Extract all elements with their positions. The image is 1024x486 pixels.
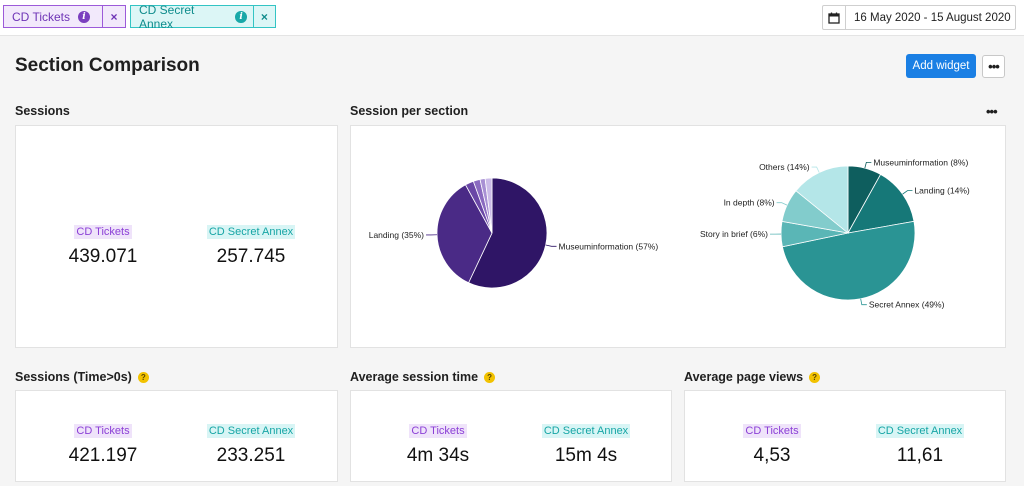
date-range-picker[interactable]: 16 May 2020 - 15 August 2020 <box>822 5 1016 30</box>
metric-value: 4,53 <box>753 445 791 466</box>
add-widget-button[interactable]: Add widget <box>906 54 976 78</box>
metric-label-cd-secret-annex: CD Secret Annex <box>206 225 296 239</box>
session-per-section-heading: Session per section <box>350 104 468 118</box>
pie-chart-cd-secret-annex: Museuminformation (8%) Landing (14%) Secre… <box>700 157 970 309</box>
metric-label-cd-secret-annex: CD Secret Annex <box>206 424 296 438</box>
pie-slice-label: Others (14%) <box>759 162 810 172</box>
metric-value: 421.197 <box>68 445 138 466</box>
pie-leader-line <box>860 298 867 306</box>
avg-page-views-annex-metric: CD Secret Annex 11,61 <box>845 421 995 467</box>
avg-page-views-heading: Average page views ? <box>684 370 821 384</box>
pie-leader-line <box>545 244 557 247</box>
sessions-time-tickets-metric: CD Tickets 421.197 <box>28 421 178 467</box>
pie-slice[interactable] <box>781 220 916 301</box>
avg-page-views-card: CD Tickets 4,53 CD Secret Annex 11,61 <box>684 390 1006 482</box>
pie-slice-label: In depth (8%) <box>724 198 775 208</box>
filter-chip-cd-secret-annex[interactable]: CD Secret Annex i × <box>130 3 276 31</box>
avg-session-time-card: CD Tickets 4m 34s CD Secret Annex 15m 4s <box>350 390 672 482</box>
pie-chart-cd-tickets: Museuminformation (57%) Landing (35%) <box>369 177 659 289</box>
page-title: Section Comparison <box>15 55 200 76</box>
metric-value: 15m 4s <box>554 445 618 466</box>
pie-slice[interactable] <box>436 184 493 284</box>
filter-bar: CD Tickets i × CD Secret Annex i × 16 Ma… <box>0 0 1024 36</box>
sessions-time-heading: Sessions (Time>0s) ? <box>15 370 149 384</box>
calendar-icon[interactable] <box>823 6 846 29</box>
pie-leader-line <box>811 166 820 173</box>
filter-chip-cd-secret-annex-label-area[interactable]: CD Secret Annex i <box>131 3 253 31</box>
metric-value: 11,61 <box>896 445 944 466</box>
pie-slice[interactable] <box>484 177 493 234</box>
info-icon[interactable]: i <box>78 10 91 23</box>
pie-slice-label: Story in brief (6%) <box>700 229 768 239</box>
session-per-section-card: Museuminformation (57%) Landing (35%) Muse… <box>350 125 1006 348</box>
avg-page-views-tickets-metric: CD Tickets 4,53 <box>697 421 847 467</box>
help-icon[interactable]: ? <box>484 371 496 383</box>
filter-chip-cd-tickets-label-area[interactable]: CD Tickets i <box>4 6 96 27</box>
pie-slice-label: Secret Annex (49%) <box>869 300 945 310</box>
pie-slice-label: Landing (14%) <box>914 186 969 196</box>
section-more-options-icon[interactable]: ••• <box>986 104 998 119</box>
metric-label-cd-secret-annex: CD Secret Annex <box>875 424 965 438</box>
sessions-card: CD Tickets 439.071 CD Secret Annex 257.7… <box>15 125 338 348</box>
avg-session-time-annex-metric: CD Secret Annex 15m 4s <box>511 421 661 467</box>
sessions-time-card: CD Tickets 421.197 CD Secret Annex 233.2… <box>15 390 338 482</box>
pie-leader-line <box>864 161 872 169</box>
metric-value: 439.071 <box>68 246 138 267</box>
help-icon[interactable]: ? <box>137 371 149 383</box>
pie-slice[interactable] <box>795 165 849 234</box>
remove-filter-cd-tickets-icon[interactable]: × <box>102 6 125 27</box>
info-icon[interactable]: i <box>235 10 247 23</box>
session-per-section-heading-text: Session per section <box>350 104 469 118</box>
metric-value: 257.745 <box>216 246 286 267</box>
avg-page-views-heading-text: Average page views <box>684 370 804 384</box>
filter-chip-label: CD Tickets <box>12 9 71 24</box>
avg-session-time-heading-text: Average session time <box>350 370 479 384</box>
remove-filter-cd-secret-annex-icon[interactable]: × <box>252 6 275 27</box>
filter-chip-label: CD Secret Annex <box>139 2 195 31</box>
sessions-tickets-metric: CD Tickets 439.071 <box>28 222 178 268</box>
help-icon[interactable]: ? <box>809 371 821 383</box>
avg-session-time-tickets-metric: CD Tickets 4m 34s <box>363 421 513 467</box>
sessions-heading: Sessions <box>15 104 70 118</box>
sessions-time-heading-text: Sessions (Time>0s) <box>15 370 132 384</box>
sessions-time-annex-metric: CD Secret Annex 233.251 <box>176 421 326 467</box>
pie-slice[interactable] <box>847 173 915 234</box>
pie-leader-line <box>902 190 913 195</box>
date-range-text: 16 May 2020 - 15 August 2020 <box>854 11 1011 24</box>
pie-slice-label: Museuminformation (8%) <box>873 157 968 167</box>
sessions-annex-metric: CD Secret Annex 257.745 <box>176 222 326 268</box>
filter-chip-cd-tickets[interactable]: CD Tickets i × <box>3 5 126 28</box>
more-options-button[interactable]: ••• <box>982 55 1005 78</box>
pie-slice-label: Landing (35%) <box>369 230 424 240</box>
pie-slice-label: Museuminformation (57%) <box>559 241 659 251</box>
metric-label-cd-tickets: CD Tickets <box>409 424 467 438</box>
metric-label-cd-tickets: CD Tickets <box>74 424 132 438</box>
metric-label-cd-tickets: CD Tickets <box>743 424 801 438</box>
sessions-heading-text: Sessions <box>15 104 70 118</box>
avg-session-time-heading: Average session time ? <box>350 370 496 384</box>
metric-value: 233.251 <box>216 445 286 466</box>
metric-value: 4m 34s <box>406 445 470 466</box>
pie-leader-line <box>776 202 788 206</box>
metric-label-cd-secret-annex: CD Secret Annex <box>541 424 631 438</box>
metric-label-cd-tickets: CD Tickets <box>74 225 132 239</box>
pie-charts: Museuminformation (57%)Landing (35%)Muse… <box>369 157 970 309</box>
